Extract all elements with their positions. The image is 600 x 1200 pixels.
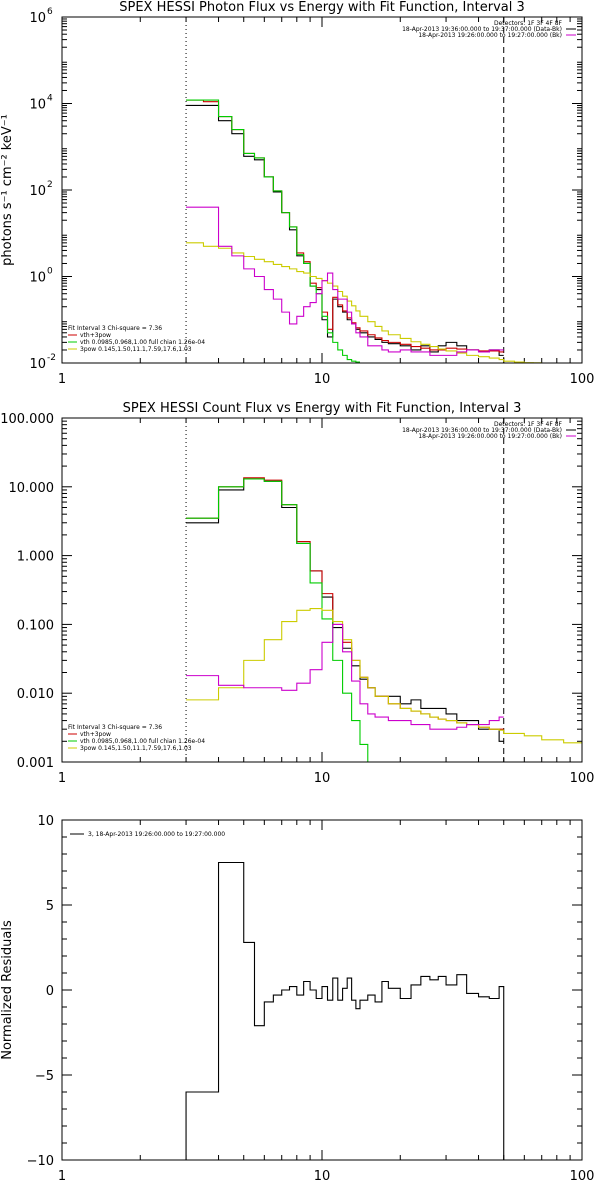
x-tick-label: 10 [314, 771, 331, 786]
x-tick-label: 1 [58, 771, 66, 786]
y-tick-exponent: 4 [47, 94, 53, 104]
y-tick-label: 10 [29, 98, 46, 113]
y-tick-label: 1.000 [17, 550, 54, 565]
series-1-line [185, 861, 505, 1160]
y-tick-label: 0.100 [17, 618, 54, 633]
series-5-line [186, 206, 504, 356]
x-tick-label: 100 [570, 771, 595, 786]
y-tick-label: 10 [29, 184, 46, 199]
legend-top-entry: Detectors: 1F 3F 4F 8F [494, 421, 563, 428]
legend-bottom-entry: vth+3pow [80, 731, 111, 738]
y-tick-label: −10 [27, 1154, 54, 1169]
legend-bottom-entry: vth+3pow [80, 332, 111, 339]
y-axis-label: Normalized Residuals [0, 920, 15, 1060]
legend-bottom-entry: Fit Interval 3 Chi-square = 7.36 [68, 724, 162, 731]
series-1-line [186, 478, 504, 742]
series-1-line [186, 104, 504, 356]
chart-panel-2: SPEX HESSI Count Flux vs Energy with Fit… [0, 401, 594, 786]
y-tick-label: 0.010 [17, 687, 54, 702]
chart-panel-3: Normalized Residuals 1 10 100 −10 −5 0 5 10 3, 18… [0, 814, 594, 1184]
x-tick-label: 1 [58, 1169, 66, 1184]
legend-bottom-entry: 3pow 0.145,1.50,11.1,7.59,17.6,1.03 [80, 745, 192, 752]
y-tick-label: 5 [46, 899, 54, 914]
legend-top-entry: 18-Apr-2013 19:36:00.000 to 19:37:00.000… [402, 26, 562, 33]
y-axis-label: photons s⁻¹ cm⁻² keV⁻¹ [0, 114, 15, 266]
legend-top-entry: Detectors: 1F 3F 4F 8F [494, 20, 563, 27]
legend-bottom-entry: vth 0.0985,0.968,1.00 full chian 1.26e-0… [80, 738, 205, 745]
x-tick-label: 1 [58, 372, 66, 387]
chart-panel-1: SPEX HESSI Photon Flux vs Energy with Fi… [0, 0, 594, 387]
series-4-line [186, 242, 542, 363]
y-tick-exponent: 0 [47, 267, 53, 277]
x-tick-label: 10 [314, 372, 331, 387]
y-tick-exponent: -2 [47, 353, 56, 363]
y-tick-label: −5 [35, 1069, 54, 1084]
legend-top-entry: 18-Apr-2013 19:26:00.000 to 19:27:00.000… [418, 433, 562, 440]
y-tick-exponent: 6 [47, 7, 53, 17]
legend-bottom-entry: 3pow 0.145,1.50,11.1,7.59,17.6,1.03 [80, 346, 192, 353]
chart-title: SPEX HESSI Count Flux vs Energy with Fit… [123, 401, 522, 416]
plot-frame [61, 417, 583, 763]
legend-entry: 3, 18-Apr-2013 19:26:00.000 to 19:27:00.… [88, 831, 225, 838]
y-tick-exponent: 2 [47, 180, 53, 190]
series-2-line [186, 477, 504, 730]
y-tick-label: 10 [29, 271, 46, 286]
y-tick-label: 10 [29, 357, 46, 372]
y-tick-label: 100.000 [0, 412, 54, 427]
legend-bottom-entry: Fit Interval 3 Chi-square = 7.36 [68, 325, 162, 332]
series-4-line [186, 607, 582, 744]
legend-bottom-entry: vth 0.0985,0.968,1.00 full chian 1.26e-0… [80, 339, 205, 346]
legend-top-entry: 18-Apr-2013 19:26:00.000 to 19:27:00.000… [418, 32, 562, 39]
y-tick-label: 10 [37, 814, 54, 829]
legend-top-entry: 18-Apr-2013 19:36:00.000 to 19:37:00.000… [402, 427, 562, 434]
series-3-line [186, 99, 360, 363]
chart-title: SPEX HESSI Photon Flux vs Energy with Fi… [119, 0, 525, 15]
x-tick-label: 10 [314, 1169, 331, 1184]
plot-frame [61, 16, 583, 364]
y-tick-label: 0.001 [17, 756, 54, 771]
series-2-line [186, 99, 504, 353]
series-3-line [186, 478, 376, 762]
series-5-line [186, 623, 504, 730]
y-tick-label: 0 [46, 984, 54, 999]
x-tick-label: 100 [570, 1169, 595, 1184]
y-tick-label: 10.000 [9, 481, 55, 496]
plot-frame [61, 819, 583, 1161]
y-tick-label: 10 [29, 11, 46, 26]
x-tick-label: 100 [570, 372, 595, 387]
